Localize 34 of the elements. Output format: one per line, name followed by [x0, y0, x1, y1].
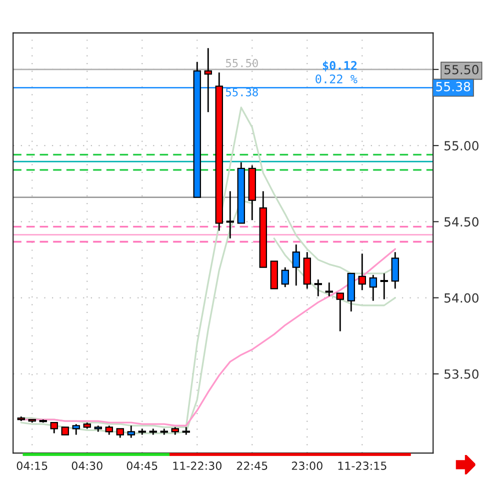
x-tick-label: 04:45	[126, 462, 158, 470]
x-tick-label: 23:00	[292, 462, 322, 470]
y-tick-label: 55.50	[444, 64, 478, 74]
text: 55.38	[436, 82, 470, 92]
candlestick	[116, 428, 124, 438]
x-tick-label: 04:30	[72, 462, 102, 470]
candlestick	[72, 423, 80, 436]
candlestick	[380, 272, 388, 300]
annotation: 0.22 %	[316, 74, 358, 84]
candlestick	[281, 266, 289, 288]
candlestick	[127, 424, 135, 438]
y-tick-label: 55.00	[444, 141, 478, 150]
candlestick	[336, 292, 344, 332]
candlestick	[314, 278, 322, 297]
candlestick	[105, 424, 113, 436]
candlestick	[50, 422, 58, 434]
candlestick	[369, 274, 378, 302]
candlestick	[292, 244, 300, 286]
ref-line-label: 55.38	[226, 88, 258, 96]
y-tick-label: 54.50	[444, 217, 478, 227]
x-tick-label: 11-23:15	[338, 462, 386, 470]
x-tick-label: 22:45	[236, 462, 268, 470]
candlestick	[226, 190, 234, 240]
candlestick	[325, 282, 334, 297]
candlestick	[358, 252, 366, 291]
x-tick-label: 04:15	[16, 462, 48, 470]
x-tick-label: 11-22:30	[173, 462, 222, 470]
annotation: $0.12	[322, 60, 357, 72]
y-tick-label: 54.00	[444, 293, 478, 303]
line-series	[20, 248, 396, 426]
y-tick-label: 53.50	[444, 369, 478, 379]
ref-line-label: 55.50	[226, 58, 258, 68]
candlestick	[391, 251, 400, 290]
candlestick	[204, 47, 212, 113]
